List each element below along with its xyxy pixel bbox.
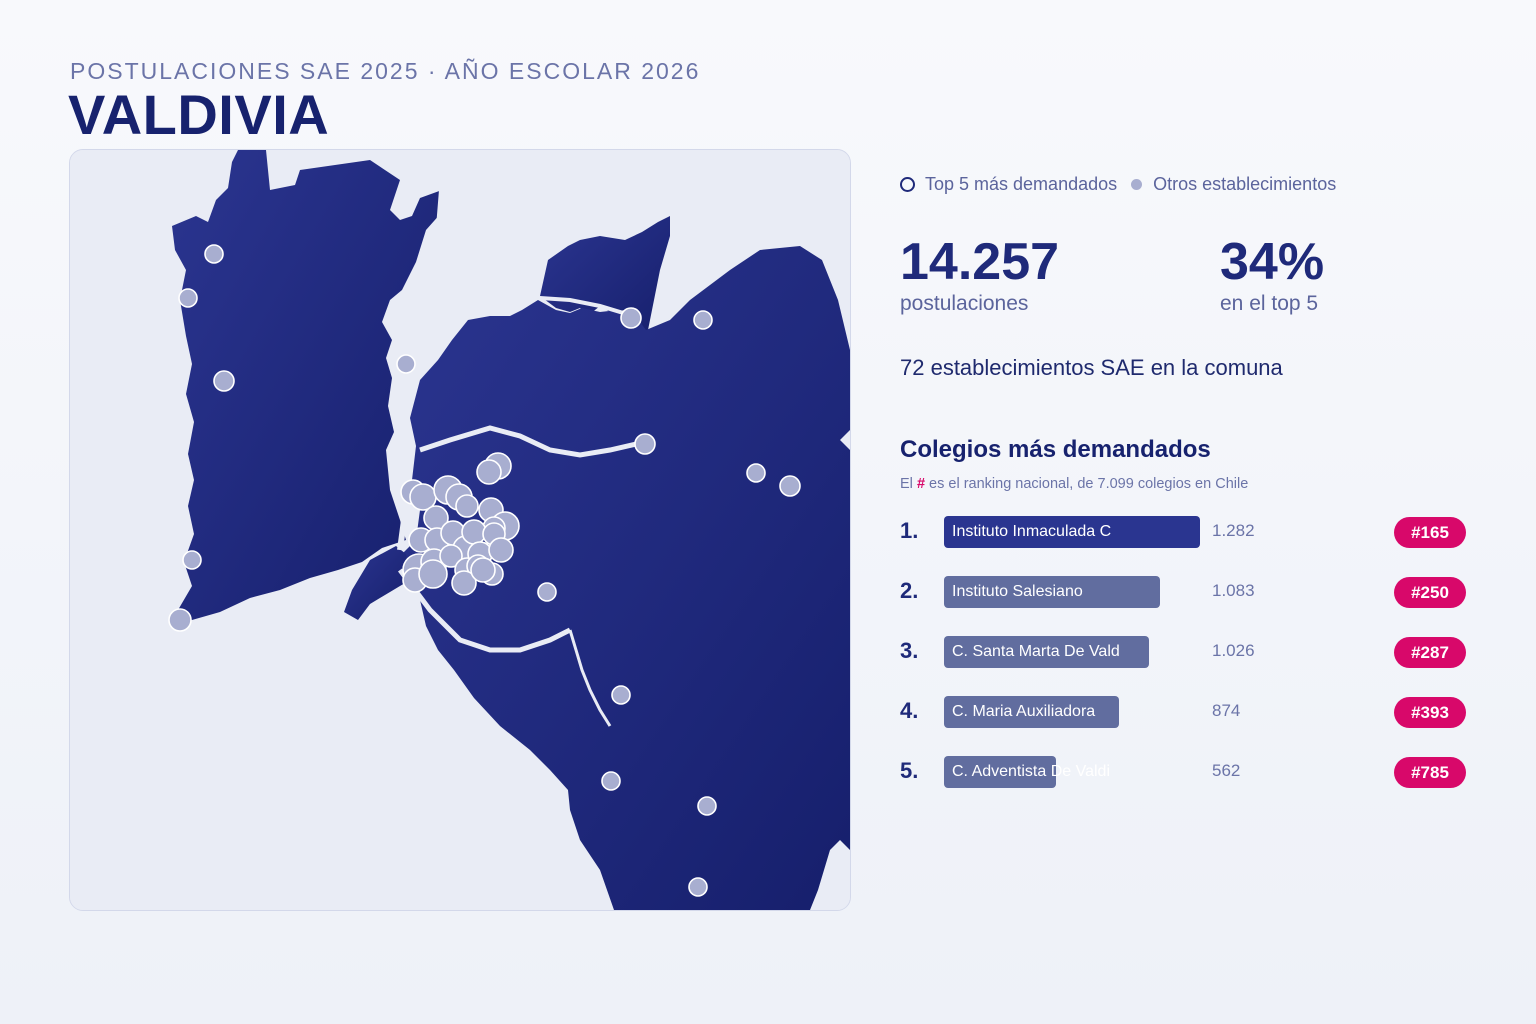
land-north-island [540,216,670,340]
school-marker[interactable] [168,608,192,632]
ranking-note-prefix: El [900,476,913,492]
school-name: C. Santa Marta De Vald [952,643,1120,660]
school-marker[interactable] [204,244,224,264]
national-rank-badge: #250 [1394,577,1466,608]
kpi-applications-value: 14.257 [900,233,1060,291]
page-title: VALDIVIA [68,83,330,146]
kpi-top5-share-label: en el top 5 [1220,292,1319,315]
school-marker[interactable] [746,463,766,483]
land-west-peninsula [172,150,442,625]
school-marker[interactable] [418,559,448,589]
school-name: C. Adventista De Valdi [952,763,1111,780]
national-rank-badge: #785 [1394,757,1466,788]
ranking-note-hash: # [916,476,926,492]
total-schools-text: 72 establecimientos SAE en la comuna [900,355,1283,380]
map-subtitle: POSTULACIONES SAE 2025 · AÑO ESCOLAR 202… [70,58,701,84]
school-marker[interactable] [455,494,479,518]
ranking-note-suffix: es el ranking nacional, de 7.099 colegio… [929,476,1249,492]
bar-track: C. Adventista De Valdi [944,756,1204,788]
kpi-applications: 14.257 postulaciones [900,232,1059,316]
rank-position: 4. [900,698,919,723]
map-legend: Top 5 más demandados Otros establecimien… [900,174,1336,195]
legend-others-label: Otros establecimientos [1153,174,1337,194]
school-marker[interactable] [476,459,502,485]
school-marker[interactable] [396,354,416,374]
river-cau-cau [509,294,641,320]
river-valdivia [397,189,445,551]
rank-position: 1. [900,518,919,543]
bar-track: Instituto Inmaculada C [944,516,1204,548]
applications-value: 1.026 [1212,641,1255,660]
rank-position: 3. [900,638,919,663]
applications-value: 1.083 [1212,581,1255,600]
national-rank-badge: #393 [1394,697,1466,728]
river-south-channel [398,568,572,653]
rank-position: 2. [900,578,919,603]
school-markers[interactable] [168,244,801,897]
school-marker[interactable] [470,557,496,583]
school-marker[interactable] [688,877,708,897]
school-name: Instituto Salesiano [952,583,1083,600]
applications-bar [944,576,1161,608]
school-marker[interactable] [693,310,713,330]
others-dot-icon [1131,179,1143,190]
school-marker[interactable] [182,550,202,570]
ranking-row[interactable]: 3. C. Santa Marta De Vald 1.026 #287 [900,632,1470,672]
school-marker[interactable] [439,544,463,568]
map-panel [69,149,851,911]
school-marker[interactable] [601,771,621,791]
top5-ring-icon [900,177,915,192]
school-marker[interactable] [697,796,717,816]
applications-bar [944,636,1149,668]
school-marker[interactable] [779,475,801,497]
school-marker[interactable] [620,307,642,329]
school-marker[interactable] [611,685,631,705]
bar-track: Instituto Salesiano [944,576,1204,608]
school-name: C. Maria Auxiliadora [952,703,1096,720]
ranking-row[interactable]: 1. Instituto Inmaculada C 1.282 #165 [900,512,1470,552]
kpi-applications-label: postulaciones [900,292,1029,315]
ranking-note: El # es el ranking nacional, de 7.099 co… [900,476,1248,492]
applications-bar [944,516,1200,548]
bar-track: C. Maria Auxiliadora [944,696,1204,728]
applications-bar [944,756,1057,788]
valdivia-map [70,150,850,910]
bar-track: C. Santa Marta De Vald [944,636,1204,668]
ranking-title: Colegios más demandados [900,436,1211,463]
rank-position: 5. [900,758,919,783]
kpi-top5-share: 34% en el top 5 [1220,232,1324,316]
land-east-mainland [402,246,850,910]
land-delta [344,546,410,620]
national-rank-badge: #165 [1394,517,1466,548]
applications-bar [944,696,1119,728]
national-rank-badge: #287 [1394,637,1466,668]
school-marker[interactable] [451,570,477,596]
school-marker[interactable] [213,370,235,392]
applications-value: 562 [1212,761,1241,780]
ranking-row[interactable]: 4. C. Maria Auxiliadora 874 #393 [900,692,1470,732]
school-marker[interactable] [178,288,198,308]
ranking-row[interactable]: 2. Instituto Salesiano 1.083 #250 [900,572,1470,612]
river-calle-calle [419,425,646,458]
school-marker[interactable] [537,582,557,602]
school-marker[interactable] [488,537,514,563]
kpi-top5-share-value: 34% [1220,233,1325,291]
river-tornagaleones [568,629,612,727]
ranking-row[interactable]: 5. C. Adventista De Valdi 562 #785 [900,752,1470,792]
applications-value: 1.282 [1212,521,1255,540]
legend-top5-label: Top 5 más demandados [925,174,1118,194]
applications-value: 874 [1212,701,1241,720]
school-name: Instituto Inmaculada C [952,523,1112,540]
school-marker[interactable] [634,433,656,455]
